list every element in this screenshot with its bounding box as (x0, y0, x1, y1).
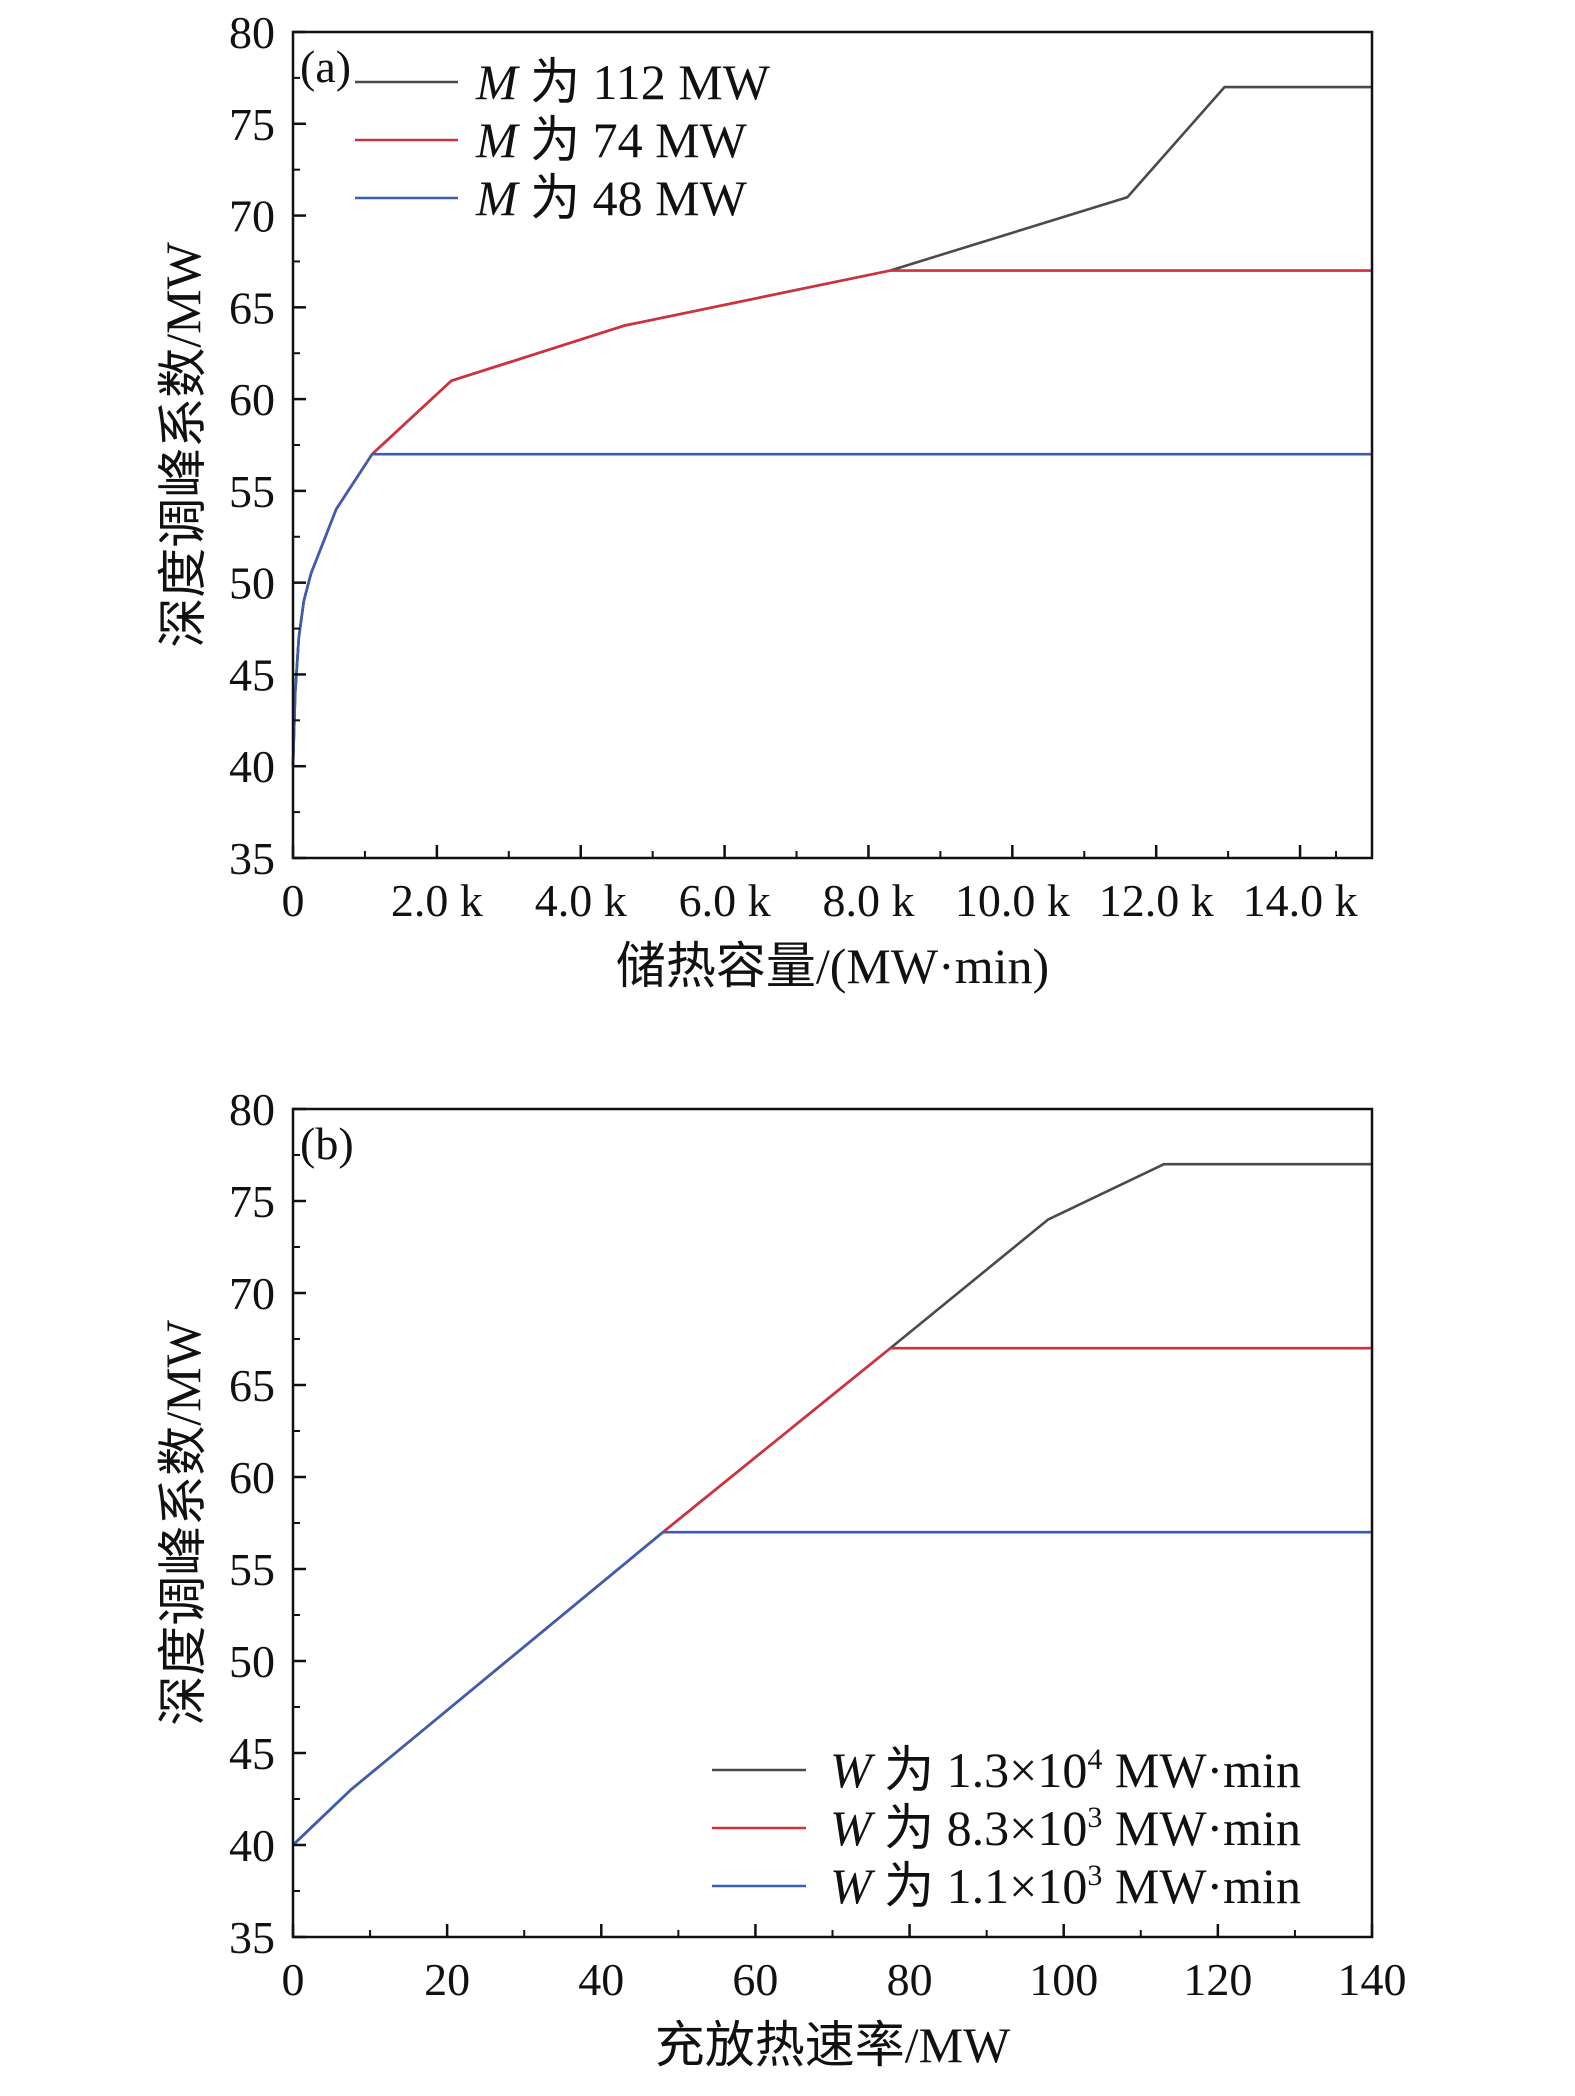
x-tick-label: 6.0 k (679, 875, 771, 926)
x-axis-title: 充放热速率/MW (655, 2017, 1011, 2073)
y-tick-label: 75 (229, 99, 275, 150)
y-tick-label: 55 (229, 466, 275, 517)
x-tick-label: 140 (1338, 1954, 1407, 2005)
y-tick-label: 40 (229, 1820, 275, 1871)
x-tick-label: 14.0 k (1243, 875, 1358, 926)
x-tick-label: 2.0 k (391, 875, 483, 926)
y-tick-label: 70 (229, 191, 275, 242)
series-line-3 (291, 452, 1372, 767)
x-tick-label: 10.0 k (955, 875, 1070, 926)
y-tick-label: 35 (229, 1912, 275, 1963)
chart-panel-a: 0 2.0 k 4.0 k 6.0 k 8.0 k 10.0 k 12.0 k 14.0 k 3… (155, 7, 1374, 994)
x-tick-label: 0 (282, 875, 305, 926)
legend-entry: M 为 112 MW (475, 54, 771, 110)
legend-entry: W 为 1.1×103 MW·min (830, 1858, 1301, 1914)
x-tick-label: 60 (732, 1954, 778, 2005)
y-axis-title: 深度调峰系数/MW (155, 1319, 211, 1725)
legend-entry: M 为 74 MW (475, 112, 748, 168)
panel-label: (a) (300, 41, 351, 92)
legend-entry: W 为 8.3×103 MW·min (830, 1800, 1301, 1856)
y-tick-label: 75 (229, 1176, 275, 1227)
y-axis-title: 深度调峰系数/MW (155, 241, 211, 647)
series-line-2 (291, 269, 1372, 767)
x-tick-label: 0 (282, 1954, 305, 2005)
x-tick-label: 100 (1029, 1954, 1098, 2005)
series-line-1 (291, 85, 1372, 767)
x-tick-label: 80 (887, 1954, 933, 2005)
x-tick-label: 120 (1183, 1954, 1252, 2005)
x-tick-label: 12.0 k (1099, 875, 1214, 926)
y-tick-label: 45 (229, 1728, 275, 1779)
y-tick-label: 40 (229, 741, 275, 792)
y-tick-label: 65 (229, 1360, 275, 1411)
chart-panel-b: 0 20 40 60 80 100 120 140 35 40 45 50 55 60 65 70 75 80 充放… (155, 1084, 1407, 2073)
y-tick-label: 70 (229, 1268, 275, 1319)
x-axis-title: 储热容量/(MW·min) (616, 938, 1049, 994)
y-tick-label: 80 (229, 1084, 275, 1135)
y-tick-label: 80 (229, 7, 275, 58)
x-tick-label: 4.0 k (535, 875, 627, 926)
plot-frame (291, 30, 1374, 860)
y-tick-label: 65 (229, 282, 275, 333)
y-tick-label: 35 (229, 833, 275, 884)
y-tick-label: 60 (229, 374, 275, 425)
x-tick-label: 20 (424, 1954, 470, 2005)
series-line-3 (292, 1530, 1372, 1846)
x-tick-label: 8.0 k (822, 875, 914, 926)
x-tick-label: 40 (578, 1954, 624, 2005)
legend-entry: M 为 48 MW (475, 170, 748, 226)
y-tick-label: 60 (229, 1452, 275, 1503)
y-tick-label: 45 (229, 649, 275, 700)
legend-entry: W 为 1.3×104 MW·min (830, 1742, 1301, 1798)
y-tick-label: 50 (229, 1636, 275, 1687)
y-tick-label: 50 (229, 558, 275, 609)
y-tick-label: 55 (229, 1544, 275, 1595)
panel-label: (b) (300, 1118, 354, 1169)
